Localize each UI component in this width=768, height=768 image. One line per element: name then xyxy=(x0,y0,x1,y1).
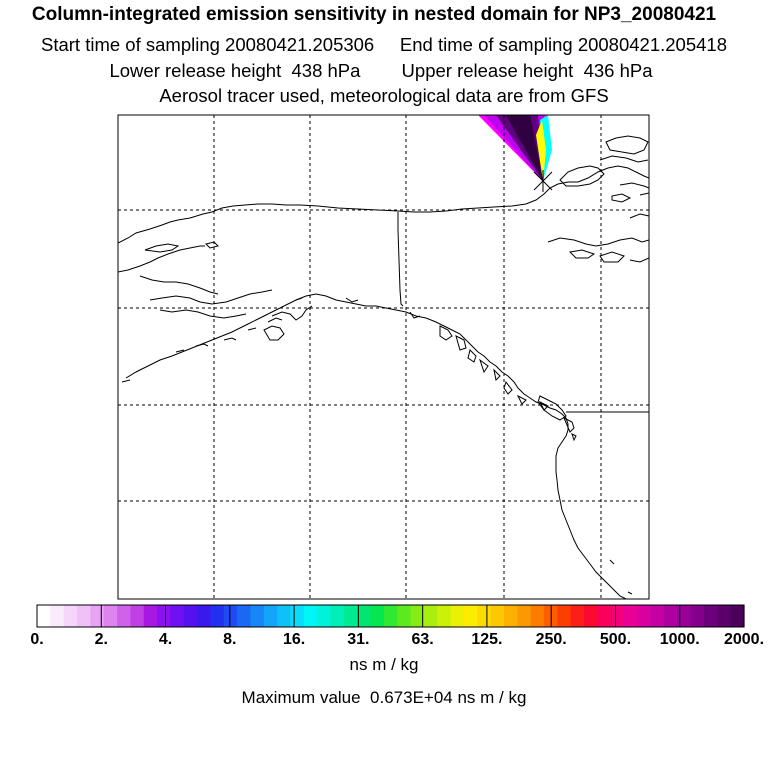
colorbar-segment xyxy=(703,605,718,627)
colorbar-segment xyxy=(437,605,452,627)
colorbar-segment xyxy=(143,605,158,627)
colorbar-segment xyxy=(450,605,465,627)
colorbar-segment xyxy=(237,605,252,627)
colorbar-tick-label: 8. xyxy=(223,631,237,648)
colorbar-segment xyxy=(250,605,265,627)
colorbar-segment xyxy=(50,605,65,627)
colorbar-segment xyxy=(357,605,372,627)
colorbar-segment xyxy=(490,605,505,627)
colorbar-units: ns m / kg xyxy=(349,655,419,674)
plume-band xyxy=(506,115,543,181)
colorbar-segment xyxy=(263,605,278,627)
colorbar-frame xyxy=(36,604,745,628)
colorbar-segment xyxy=(663,605,678,627)
colorbar-segment xyxy=(503,605,518,627)
colorbar-segment xyxy=(197,605,212,627)
maximum-value: Maximum value 0.673E+04 ns m / kg xyxy=(241,688,527,707)
tracer-info: Aerosol tracer used, meteorological data… xyxy=(159,85,609,106)
colorbar-segment xyxy=(317,605,332,627)
colorbar-tick-label: 31. xyxy=(347,631,370,648)
plume-band xyxy=(536,120,546,181)
colorbar-segment xyxy=(370,605,385,627)
colorbar-segment xyxy=(210,605,225,627)
colorbar-segment xyxy=(477,605,492,627)
colorbar-tick-label: 250. xyxy=(535,631,567,648)
colorbar-segment xyxy=(157,605,171,627)
colorbar-segment xyxy=(330,605,345,627)
graticule xyxy=(118,115,649,599)
colorbar-segment xyxy=(530,605,545,627)
colorbar-segment xyxy=(677,605,692,627)
colorbar-segment xyxy=(597,605,612,627)
colorbar-segment xyxy=(610,605,625,627)
map-content xyxy=(118,115,649,599)
colorbar xyxy=(36,604,745,628)
colorbar-segment xyxy=(103,605,118,627)
colorbar-segment xyxy=(623,605,638,627)
colorbar-segment xyxy=(717,605,732,627)
figure-title: Column-integrated emission sensitivity i… xyxy=(31,4,717,25)
colorbar-segment xyxy=(170,605,185,627)
colorbar-segment xyxy=(343,605,358,627)
coastlines xyxy=(118,135,649,599)
colorbar-segment xyxy=(117,605,131,627)
colorbar-segment xyxy=(650,605,665,627)
colorbar-segment xyxy=(77,605,91,627)
colorbar-tick-label: 2. xyxy=(94,631,108,648)
colorbar-segment xyxy=(570,605,585,627)
release-heights: Lower release height 438 hPa Upper relea… xyxy=(109,60,653,81)
colorbar-segment xyxy=(90,605,105,627)
colorbar-segment xyxy=(183,605,198,627)
release-point-marker xyxy=(533,170,553,192)
colorbar-segment xyxy=(637,605,652,627)
sensitivity-plume xyxy=(478,115,552,181)
colorbar-segment xyxy=(63,605,78,627)
colorbar-tick-label: 4. xyxy=(158,631,173,648)
colorbar-segment xyxy=(557,605,572,627)
sampling-times: Start time of sampling 20080421.205306 E… xyxy=(41,34,727,55)
colorbar-segment xyxy=(463,605,478,627)
map-frame xyxy=(117,114,650,600)
colorbar-segment xyxy=(303,605,318,627)
colorbar-tick-label: 500. xyxy=(599,631,632,648)
colorbar-segment xyxy=(690,605,705,627)
colorbar-segment xyxy=(730,605,745,627)
colorbar-segment xyxy=(37,605,51,627)
colorbar-segment xyxy=(397,605,412,627)
colorbar-segment xyxy=(130,605,145,627)
colorbar-tick-label: 125. xyxy=(471,631,503,648)
colorbar-tick-label: 0. xyxy=(30,631,44,648)
colorbar-tick-label: 2000. xyxy=(723,631,765,648)
colorbar-segment xyxy=(583,605,598,627)
colorbar-segment xyxy=(277,605,292,627)
colorbar-tick-label: 1000. xyxy=(659,631,700,648)
colorbar-segment xyxy=(290,605,305,627)
colorbar-segment xyxy=(410,605,425,627)
colorbar-segment xyxy=(517,605,532,627)
colorbar-segment xyxy=(223,605,238,627)
colorbar-tick-label: 16. xyxy=(282,631,306,648)
colorbar-segment xyxy=(423,605,438,627)
colorbar-segment xyxy=(383,605,398,627)
colorbar-tick-label: 63. xyxy=(411,631,434,648)
